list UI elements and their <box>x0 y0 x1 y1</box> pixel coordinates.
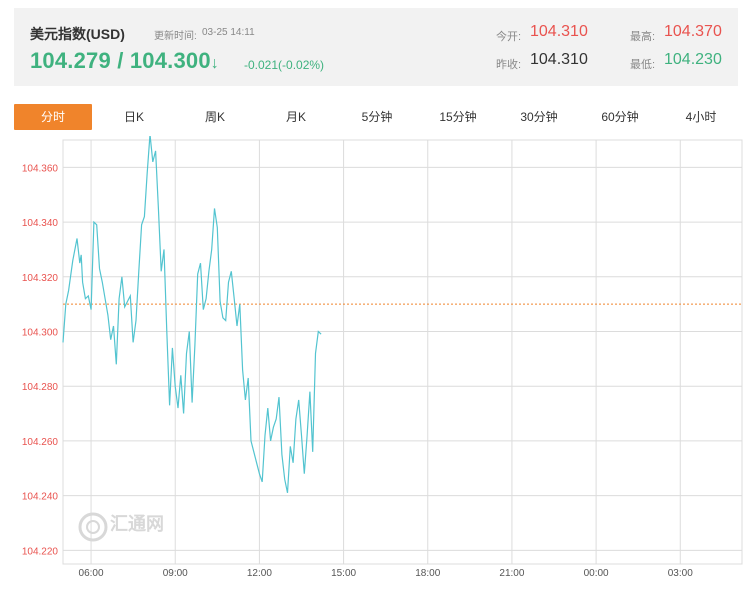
current-price: 104.279 / 104.300↓ <box>30 48 219 74</box>
plot-frame <box>62 139 743 565</box>
price-change: -0.021(-0.02%) <box>244 58 325 72</box>
update-time-value: 03-25 14:11 <box>202 27 255 38</box>
prev-close-label: 昨收: <box>496 59 522 71</box>
y-tick-label: 104.240 <box>22 492 59 503</box>
x-tick-label: 21:00 <box>499 568 524 579</box>
high-value: 104.370 <box>664 23 722 40</box>
high-label: 最高: <box>630 31 656 43</box>
y-axis: 104.220 104.240 104.260 104.280 104.300 104.3… <box>22 163 59 557</box>
quote-panel: 美元指数(USD) 更新时间: 03-25 14:11 104.279 / 10… <box>14 8 738 86</box>
y-tick-label: 104.340 <box>22 218 59 229</box>
watermark: 汇通网 <box>78 512 164 542</box>
y-tick-label: 104.280 <box>22 382 59 393</box>
x-tick-label: 09:00 <box>163 568 188 579</box>
tab-5min[interactable]: 5分钟 <box>361 110 393 124</box>
tab-weekly-k[interactable]: 周K <box>204 110 225 124</box>
y-tick-label: 104.260 <box>22 437 59 448</box>
timeframe-tabs: 分时 日K 周K 月K 5分钟 15分钟 30分钟 60分钟 4小时 <box>14 104 738 132</box>
bid-ask-price: 104.279 / 104.300 <box>30 48 211 73</box>
instrument-title: 美元指数(USD) <box>30 26 125 42</box>
x-tick-label: 03:00 <box>668 568 693 579</box>
tab-60min[interactable]: 60分钟 <box>601 110 639 124</box>
low-value: 104.230 <box>664 51 722 68</box>
x-axis: 06:00 09:00 12:00 15:00 18:00 21:00 00:00 03:00 <box>79 568 694 579</box>
y-tick-label: 104.220 <box>22 546 59 557</box>
y-tick-label: 104.320 <box>22 273 59 284</box>
x-tick-label: 00:00 <box>584 568 609 579</box>
prev-close-value: 104.310 <box>530 51 588 68</box>
y-tick-label: 104.360 <box>22 163 59 174</box>
watermark-text: 汇通网 <box>110 514 164 534</box>
tab-monthly-k[interactable]: 月K <box>285 110 306 124</box>
x-tick-label: 12:00 <box>247 568 272 579</box>
grid <box>62 139 743 565</box>
tab-15min[interactable]: 15分钟 <box>439 110 477 124</box>
tab-daily-k[interactable]: 日K <box>123 110 144 124</box>
update-time-label: 更新时间: <box>154 31 197 42</box>
open-label: 今开: <box>496 31 522 43</box>
tab-intraday[interactable]: 分时 <box>14 104 92 130</box>
x-tick-label: 18:00 <box>415 568 440 579</box>
tab-30min[interactable]: 30分钟 <box>520 110 558 124</box>
x-tick-label: 06:00 <box>79 568 104 579</box>
y-tick-label: 104.300 <box>22 327 59 338</box>
tab-4hour[interactable]: 4小时 <box>685 110 717 124</box>
down-arrow-icon: ↓ <box>210 55 219 72</box>
watermark-logo-icon <box>78 512 108 542</box>
intraday-chart[interactable]: 汇通网 104.220104.240104.260104.280104.3001… <box>0 136 752 586</box>
open-value: 104.310 <box>530 23 588 40</box>
low-label: 最低: <box>630 59 656 71</box>
x-tick-label: 15:00 <box>331 568 356 579</box>
watermark-logo-inner-icon <box>86 520 100 534</box>
price-series-line <box>62 136 322 494</box>
